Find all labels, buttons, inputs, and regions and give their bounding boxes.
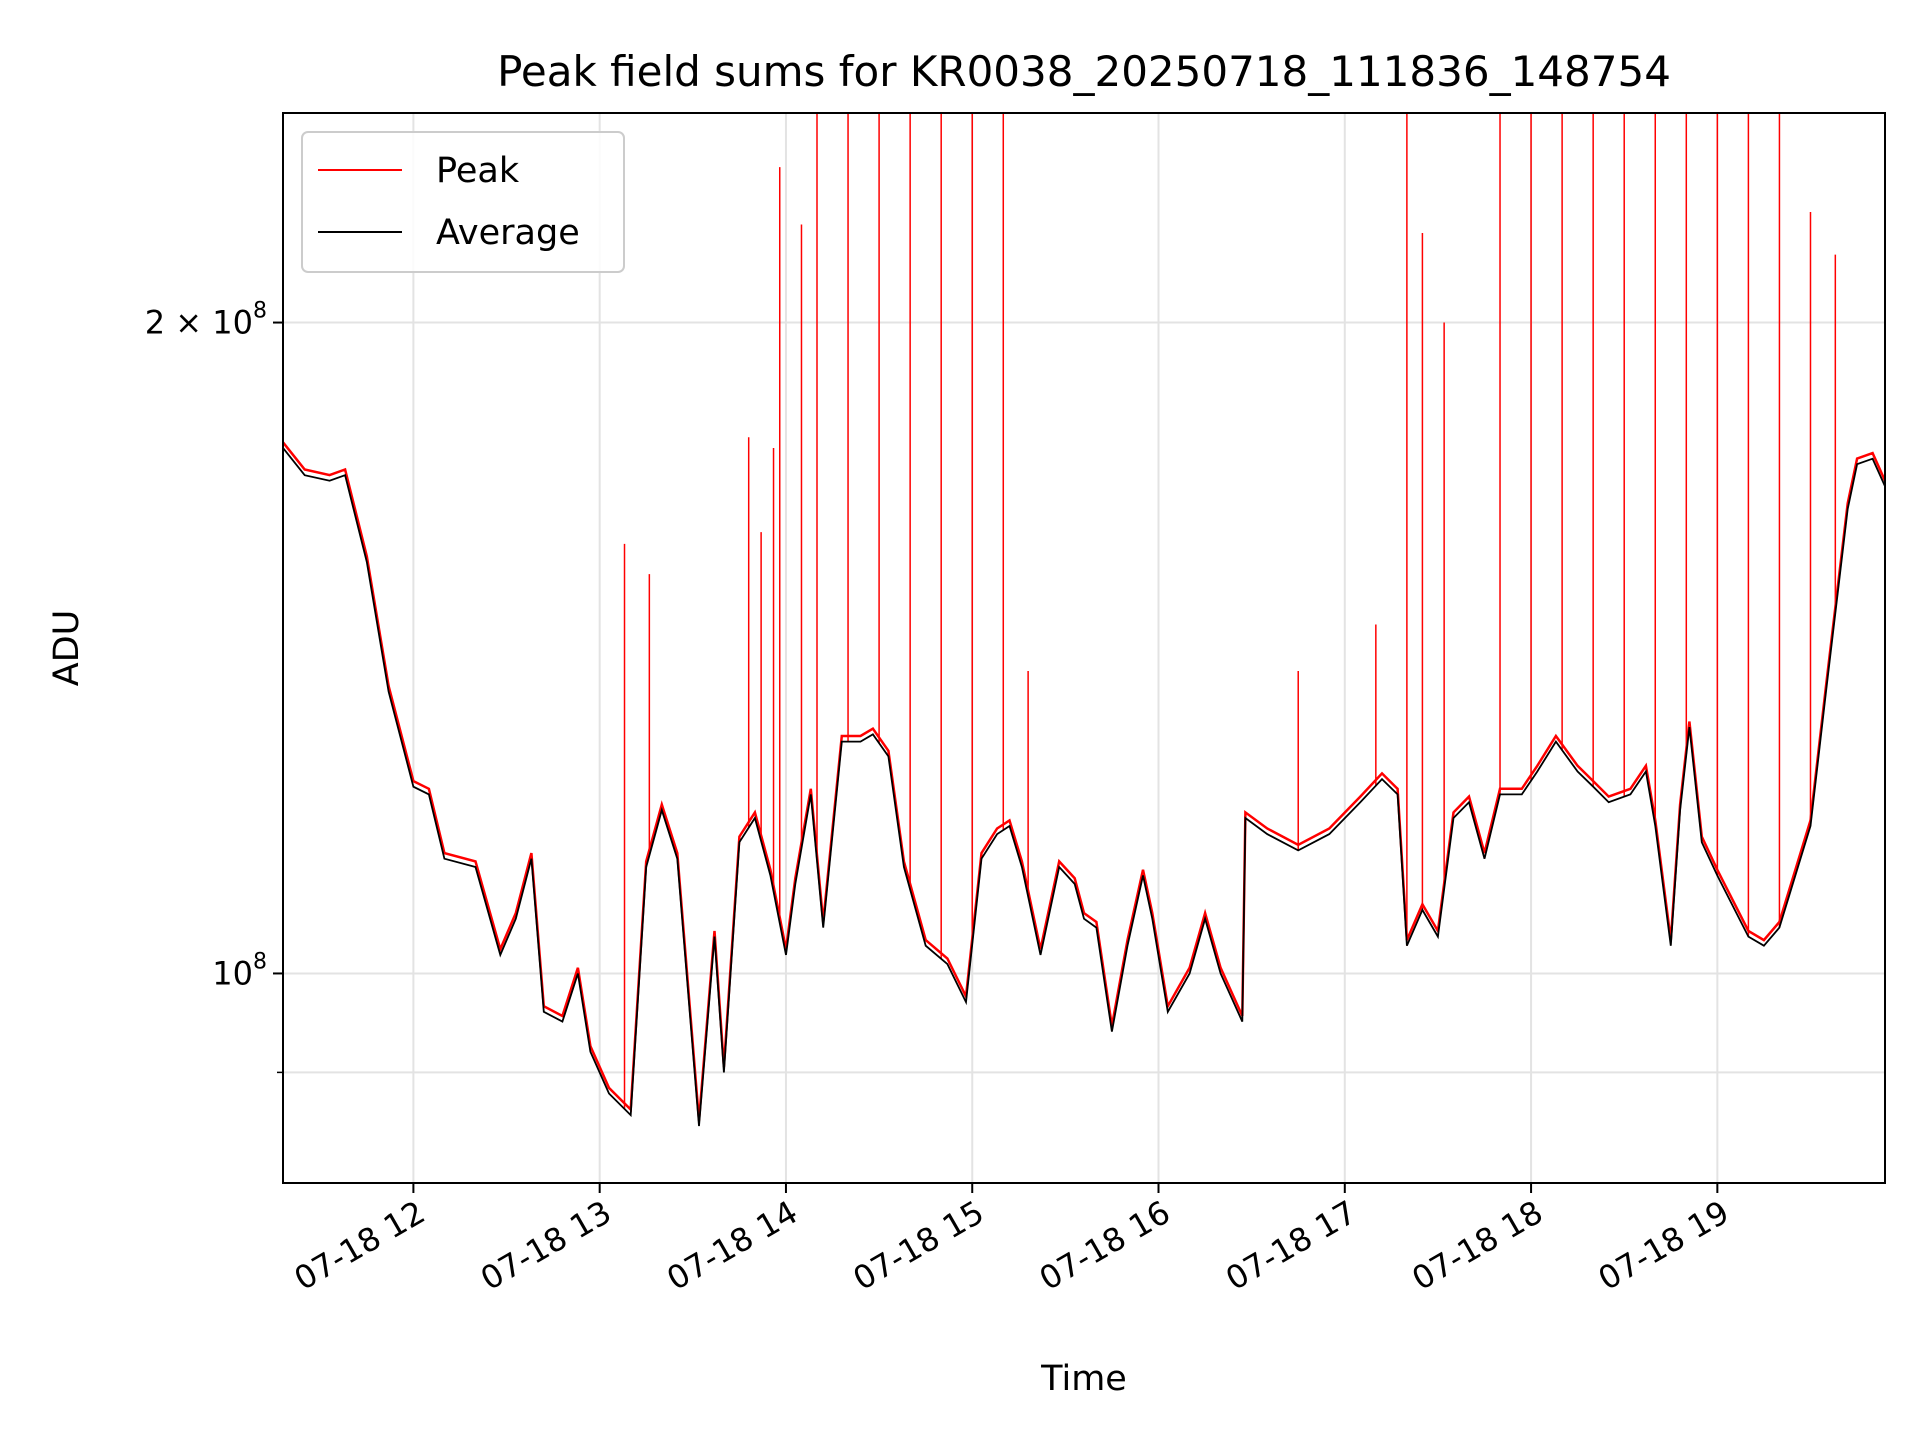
legend: Peak Average bbox=[301, 131, 625, 273]
y-tick-label: 2 × 108 bbox=[145, 299, 267, 342]
average-series-line bbox=[282, 447, 1886, 1127]
y-tick-exponent: 8 bbox=[253, 949, 267, 974]
y-tick-label: 108 bbox=[212, 949, 267, 992]
x-axis-label: Time bbox=[1040, 1359, 1127, 1399]
legend-peak-label: Peak bbox=[436, 151, 520, 191]
chart-title: Peak field sums for KR0038_20250718_1118… bbox=[497, 47, 1671, 96]
legend-box bbox=[301, 131, 625, 273]
axes-frame bbox=[282, 112, 1886, 1184]
y-tick-base: 2 × 10 bbox=[145, 304, 253, 342]
y-tick-exponent: 8 bbox=[253, 299, 267, 324]
y-axis-label: ADU bbox=[47, 610, 87, 687]
y-tick-base: 10 bbox=[212, 954, 253, 992]
plot-area bbox=[282, 113, 1887, 1183]
legend-average-label: Average bbox=[436, 213, 580, 253]
